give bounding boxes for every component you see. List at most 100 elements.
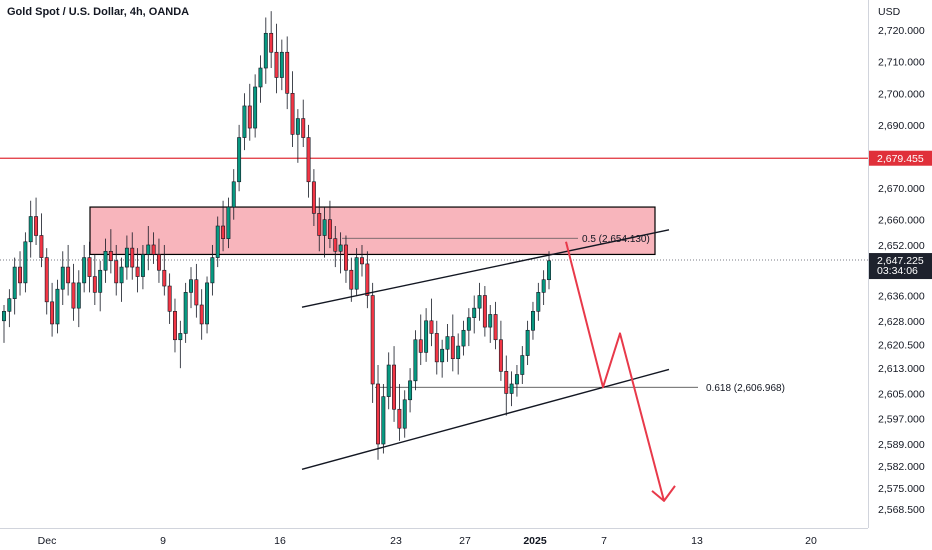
time-tick-label: 20	[805, 535, 817, 547]
candle	[498, 320, 503, 381]
price-tick-label: 2,690.000	[878, 120, 925, 132]
candle-body	[140, 254, 145, 277]
candle	[12, 257, 17, 315]
projection-arrow-path[interactable]	[565, 241, 665, 502]
candle	[194, 263, 199, 318]
price-axis[interactable]: 2,720.000 2,710.000 2,700.000 2,690.000 2,67…	[878, 25, 925, 516]
price-tick-label: 2,605.000	[878, 388, 925, 400]
candle-body	[221, 225, 226, 239]
time-tick-label: 16	[274, 535, 286, 547]
candle	[504, 355, 509, 416]
candle	[39, 213, 44, 268]
candle	[178, 320, 183, 369]
candle-body	[541, 279, 546, 293]
candle-body	[365, 263, 370, 296]
candle-body	[66, 266, 71, 284]
candle	[376, 365, 380, 460]
candle-body	[461, 329, 466, 347]
candle-body	[408, 380, 413, 401]
candle	[162, 244, 167, 296]
candle-body	[28, 216, 33, 243]
candle	[525, 320, 530, 366]
candle	[44, 248, 49, 315]
time-tick-label: Dec	[38, 535, 57, 547]
candle	[285, 36, 290, 110]
candle	[210, 244, 215, 296]
channel-lower-line[interactable]	[301, 368, 670, 470]
candle-body	[477, 295, 482, 309]
candle-body	[189, 279, 193, 293]
candle	[434, 320, 439, 375]
price-tick-label: 2,568.500	[878, 504, 925, 516]
candle-body	[290, 93, 295, 135]
candle	[156, 238, 161, 283]
candle-body	[547, 260, 551, 281]
candle-body	[183, 292, 188, 334]
candle	[98, 260, 103, 312]
candle	[450, 314, 455, 372]
candle	[183, 282, 188, 343]
candle	[322, 207, 327, 258]
candle	[279, 39, 284, 91]
candle	[295, 109, 300, 163]
candle	[18, 251, 22, 296]
candle-body	[231, 181, 236, 208]
countdown-text: 03:34:06	[877, 265, 918, 277]
candle-body	[322, 219, 327, 236]
candle-body	[386, 364, 391, 397]
candle-body	[349, 269, 354, 290]
candle	[199, 289, 204, 340]
candle	[381, 383, 386, 454]
supply-zone-rectangle[interactable]	[89, 206, 656, 256]
price-tick-label: 2,660.000	[878, 215, 925, 227]
candle	[488, 304, 493, 343]
candle	[445, 323, 450, 362]
candle-body	[205, 282, 209, 325]
candle	[482, 286, 487, 337]
candle	[509, 371, 514, 407]
candle	[386, 352, 391, 410]
candle	[119, 257, 124, 302]
candle-body	[536, 292, 541, 312]
candle-body	[124, 247, 129, 268]
candle	[418, 314, 423, 366]
candle	[413, 330, 418, 391]
time-axis[interactable]: Dec 9 16 23 27 2025 7 13 20	[38, 535, 817, 547]
candle-body	[237, 137, 242, 183]
candle	[215, 216, 220, 268]
candle	[135, 248, 140, 293]
currency-label: USD	[878, 6, 901, 18]
candle	[301, 99, 306, 148]
candle-body	[397, 408, 402, 429]
candle-body	[98, 269, 103, 293]
candle-body	[71, 282, 76, 309]
candle-body	[82, 257, 87, 284]
candle	[108, 229, 113, 274]
candlestick-series	[2, 11, 551, 460]
candle	[536, 282, 541, 321]
candle-body	[167, 285, 172, 312]
candle	[344, 235, 348, 283]
candle-body	[381, 396, 386, 445]
candle	[237, 124, 242, 192]
candle	[2, 304, 6, 343]
candle-body	[376, 383, 380, 445]
candle	[402, 390, 407, 438]
candle	[140, 244, 145, 290]
candle-body	[285, 51, 290, 94]
projection-arrow-head-icon	[651, 485, 676, 502]
price-tick-label: 2,613.000	[878, 363, 925, 375]
channel-upper-line[interactable]	[301, 229, 670, 308]
candle	[242, 93, 247, 151]
candle	[146, 226, 151, 271]
candle-body	[392, 364, 397, 410]
candle-body	[354, 257, 359, 290]
price-tick-label: 2,710.000	[878, 57, 925, 69]
candle	[87, 241, 92, 293]
price-tick-label: 2,582.000	[878, 461, 925, 473]
price-tick-label: 2,589.000	[878, 439, 925, 451]
candle	[520, 346, 525, 384]
candle	[23, 232, 28, 293]
